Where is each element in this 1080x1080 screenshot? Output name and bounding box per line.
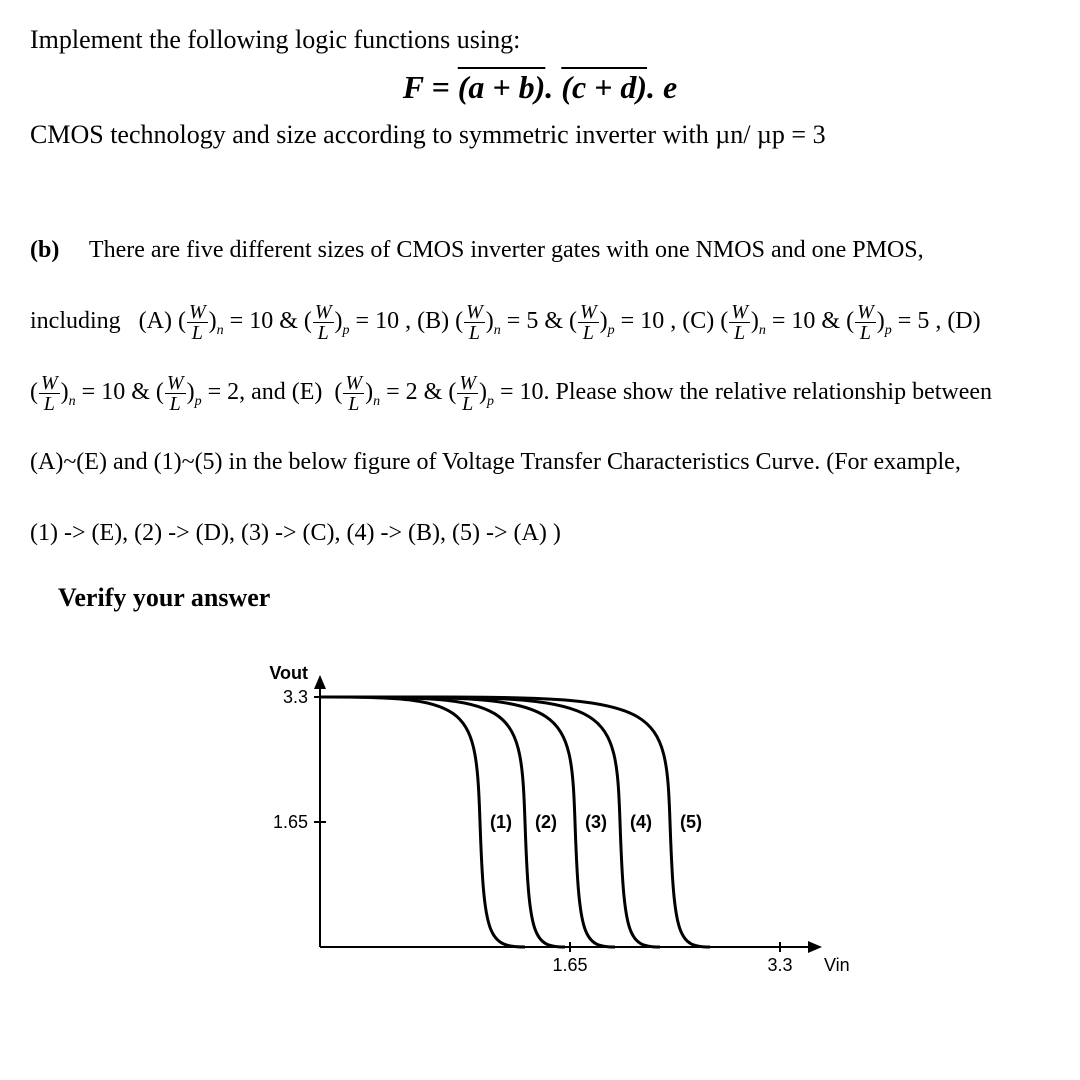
svg-text:(1): (1) — [490, 812, 512, 832]
svg-text:(5): (5) — [680, 812, 702, 832]
opt-d-n: 10 — [101, 379, 125, 405]
opt-c-p: 5 — [917, 308, 929, 334]
svg-text:(4): (4) — [630, 812, 652, 832]
opt-d-p: 2 — [227, 379, 239, 405]
svg-text:Vout: Vout — [269, 663, 308, 683]
svg-text:(2): (2) — [535, 812, 557, 832]
frac-icon: WL — [457, 373, 478, 414]
part-b-row1: (b) There are five different sizes of CM… — [30, 224, 1050, 277]
opt-e-label: (E) — [292, 379, 323, 405]
frac-icon: WL — [578, 302, 599, 343]
eq-dot1: . — [545, 69, 561, 105]
opt-a-n: 10 — [249, 308, 273, 334]
b-label: (b) — [30, 237, 59, 263]
equation: F = (a + b). (c + d). e — [30, 63, 1050, 111]
frac-icon: WL — [464, 302, 485, 343]
opt-e-p: 10 — [520, 379, 544, 405]
opt-c-label: (C) — [682, 308, 714, 334]
part-b-row2: including (A) (WL)n = 10 & (WL)p = 10 , … — [30, 295, 1050, 348]
part-b-row5: (1) -> (E), (2) -> (D), (3) -> (C), (4) … — [30, 507, 1050, 560]
svg-text:1.65: 1.65 — [273, 812, 308, 832]
vtc-svg: 3.3 1.65 Vout 1.65 3.3 Vin (1) (2) (3) (4) (5) — [220, 657, 860, 987]
prompt-line-2: CMOS technology and size according to sy… — [30, 115, 1050, 154]
frac-icon: WL — [187, 302, 208, 343]
opt-b-p: 10 — [640, 308, 664, 334]
eq-over1: (a + b) — [458, 69, 546, 105]
opt-a-p: 10 — [375, 308, 399, 334]
svg-text:1.65: 1.65 — [552, 955, 587, 975]
eq-over2: (c + d) — [561, 69, 647, 105]
part-b: (b) There are five different sizes of CM… — [30, 224, 1050, 617]
part-b-row3: (WL)n = 10 & (WL)p = 2, and (E) (WL)n = … — [30, 366, 1050, 419]
eq-lhs: F = — [403, 69, 458, 105]
b-tail: . Please show the relative relationship … — [544, 379, 993, 405]
part-b-row4: (A)~(E) and (1)~(5) in the below figure … — [30, 436, 1050, 489]
frac-icon: WL — [39, 373, 60, 414]
b-intro: There are five different sizes of CMOS i… — [89, 237, 924, 263]
svg-text:(3): (3) — [585, 812, 607, 832]
b-including: including — [30, 308, 121, 334]
verify-heading: Verify your answer — [58, 578, 1050, 617]
opt-b-n: 5 — [526, 308, 538, 334]
prompt-line-1: Implement the following logic functions … — [30, 20, 1050, 59]
svg-text:3.3: 3.3 — [283, 687, 308, 707]
opt-e-n: 2 — [406, 379, 418, 405]
opt-b-label: (B) — [417, 308, 449, 334]
eq-dot2: . e — [647, 69, 677, 105]
frac-icon: WL — [729, 302, 750, 343]
svg-text:3.3: 3.3 — [767, 955, 792, 975]
frac-icon: WL — [165, 373, 186, 414]
svg-text:Vin: Vin — [824, 955, 850, 975]
opt-c-n: 10 — [791, 308, 815, 334]
frac-icon: WL — [313, 302, 334, 343]
opt-a-label: (A) — [139, 308, 172, 334]
and-text: , and — [239, 379, 292, 405]
vtc-chart: 3.3 1.65 Vout 1.65 3.3 Vin (1) (2) (3) (4) (5) — [30, 657, 1050, 998]
frac-icon: WL — [343, 373, 364, 414]
opt-d-label: (D) — [947, 308, 980, 334]
frac-icon: WL — [855, 302, 876, 343]
